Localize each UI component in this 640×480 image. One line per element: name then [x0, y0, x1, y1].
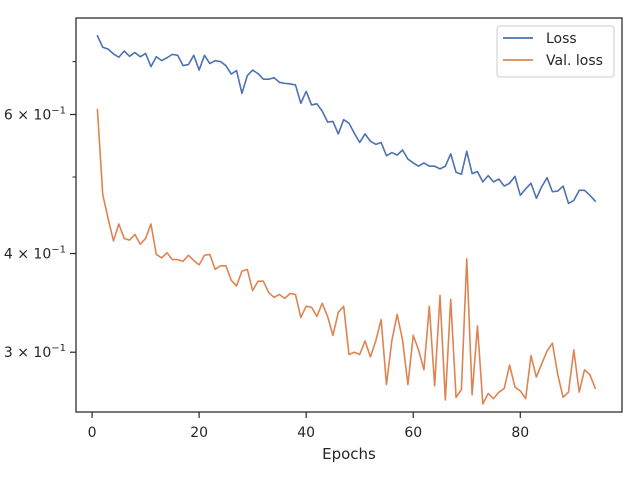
x-axis-label: Epochs	[322, 445, 376, 463]
series-line-val-loss	[96, 108, 597, 405]
x-tick-label: 20	[190, 425, 208, 441]
y-tick-label: 3 × 10−1	[4, 343, 66, 361]
y-axis-ticks: 3 × 10−1 4 × 10−1 6 × 10−1	[4, 61, 76, 361]
plot-area	[76, 18, 622, 412]
x-tick-label: 40	[297, 425, 315, 441]
series-line-loss	[96, 34, 597, 205]
y-tick-label: 6 × 10−1	[4, 106, 66, 124]
x-axis-ticks: 0 20 40 60 80	[88, 412, 529, 441]
legend: Loss Val. loss	[496, 25, 615, 78]
x-tick-label: 60	[404, 425, 422, 441]
legend-label-loss: Loss	[546, 31, 577, 47]
series-lines	[96, 34, 597, 405]
x-tick-label: 0	[88, 425, 97, 441]
legend-label-val-loss: Val. loss	[546, 53, 603, 69]
y-tick-label: 4 × 10−1	[4, 245, 66, 263]
x-tick-label: 80	[511, 425, 529, 441]
plot-frame	[75, 17, 623, 413]
